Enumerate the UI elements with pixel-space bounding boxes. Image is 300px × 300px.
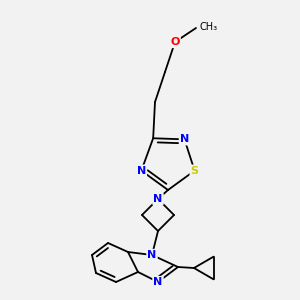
Text: N: N bbox=[153, 194, 163, 204]
Text: N: N bbox=[147, 250, 157, 260]
Text: O: O bbox=[170, 37, 180, 47]
Text: N: N bbox=[180, 134, 189, 144]
Text: S: S bbox=[190, 166, 199, 176]
Text: CH₃: CH₃ bbox=[199, 22, 217, 32]
Text: N: N bbox=[153, 277, 163, 287]
Text: N: N bbox=[137, 166, 146, 176]
